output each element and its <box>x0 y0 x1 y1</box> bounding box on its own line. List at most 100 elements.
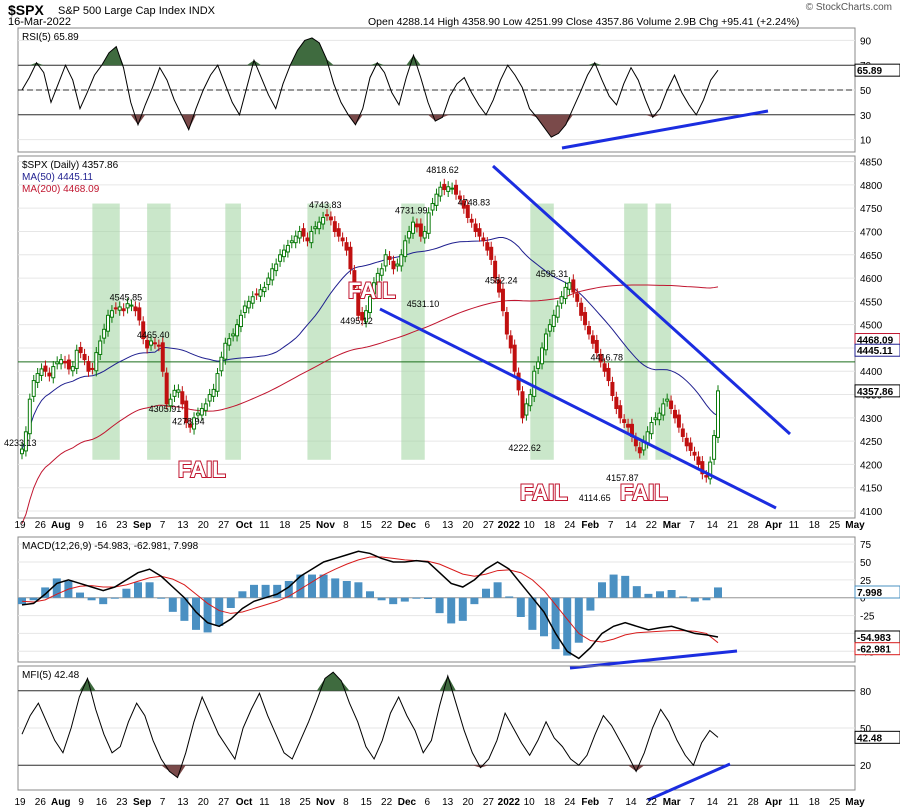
ma50-line <box>21 237 719 450</box>
candle-body <box>352 270 357 288</box>
candle-body <box>418 223 423 237</box>
price-annotation: 4416.78 <box>591 352 624 362</box>
x-tick-label: 24 <box>564 520 576 531</box>
candle-body <box>399 254 404 267</box>
x-tick-label: 14 <box>707 520 719 531</box>
candle-body <box>262 286 267 293</box>
macd-signal-tag-box <box>854 642 900 656</box>
candle-body <box>364 310 369 323</box>
macd-histogram-bar <box>400 597 409 602</box>
x-tick-label: 20 <box>198 520 210 531</box>
macd-histogram-bar <box>690 597 699 602</box>
candle-body <box>430 203 435 211</box>
x-tick-label: 7 <box>608 797 614 808</box>
macd-histogram-bar <box>250 584 258 598</box>
x-tick-label: 23 <box>116 797 128 808</box>
mfi-tag-box <box>854 730 900 744</box>
x-tick-label: 24 <box>564 797 576 808</box>
candle-body <box>156 344 161 347</box>
macd-histogram-bar <box>505 596 514 598</box>
x-tick-label: 20 <box>462 520 474 531</box>
candle-body <box>454 184 459 195</box>
candle-body <box>254 293 259 296</box>
rsi-tag-box <box>854 63 900 77</box>
candle-body <box>324 214 329 217</box>
candle-body <box>555 305 560 318</box>
x-tick-label: Oct <box>236 797 253 808</box>
candle-body <box>195 412 200 416</box>
macd-histogram-bar <box>261 584 270 598</box>
candle-body <box>43 365 48 372</box>
candle-body <box>473 223 478 232</box>
candle-body <box>137 307 142 321</box>
rsi-trendline <box>561 109 769 150</box>
macd-histogram-bar <box>516 597 525 617</box>
x-tick-label: 13 <box>442 797 454 808</box>
ma200-legend: MA(200) 4468.09 <box>22 184 100 195</box>
candle-body <box>125 303 130 309</box>
macd-histogram-bar <box>157 597 166 599</box>
candle-body <box>426 212 431 234</box>
candle-body <box>23 431 28 452</box>
x-tick-label: 27 <box>218 797 230 808</box>
highlight-zone <box>624 203 648 460</box>
candle-body <box>649 421 654 435</box>
candle-body <box>368 296 372 314</box>
ma50-tag: 4445.11 <box>857 346 893 357</box>
fail-label: FAIL <box>620 480 668 505</box>
price-tick-label: 4150 <box>860 484 883 495</box>
macd-histogram-bar <box>679 596 688 598</box>
candle-body <box>387 256 392 260</box>
candle-body <box>74 349 79 369</box>
macd-histogram-bar <box>609 574 618 598</box>
candle-body <box>109 310 114 318</box>
candle-body <box>250 296 255 304</box>
macd-histogram-bar <box>598 582 606 598</box>
candle-body <box>31 380 36 397</box>
x-tick-label: 20 <box>462 797 474 808</box>
candle-body <box>442 183 447 191</box>
x-tick-label: Feb <box>581 797 599 808</box>
chart-date: 16-Mar-2022 <box>8 16 71 28</box>
macd-histogram-bar <box>435 597 444 614</box>
candle-body <box>293 235 298 244</box>
candle-body <box>184 400 189 423</box>
candle-body <box>301 228 306 237</box>
candle-body <box>422 230 427 239</box>
macd-histogram-bar <box>238 591 247 598</box>
candle-body <box>98 340 103 355</box>
macd-histogram-bar <box>447 597 456 624</box>
candle-body <box>266 277 271 286</box>
candle-body <box>477 228 482 237</box>
candle-body <box>680 428 685 437</box>
candle-body <box>637 447 642 454</box>
x-tick-label: 7 <box>689 797 695 808</box>
x-tick-label: Sep <box>133 797 151 808</box>
rsi-tick-label: 90 <box>860 36 872 47</box>
price-annotation: 4233.13 <box>4 438 37 448</box>
candle-body <box>113 307 118 310</box>
macd-histogram-bar <box>632 586 641 598</box>
candle-body <box>583 312 588 326</box>
rsi-line <box>21 37 719 138</box>
candle-body <box>332 221 337 232</box>
macd-histogram-bar <box>702 597 711 601</box>
fail-label: FAIL <box>520 480 568 505</box>
candle-body <box>504 312 509 335</box>
candle-body <box>219 356 224 372</box>
ma200-line <box>21 284 719 524</box>
candle-body <box>313 226 318 230</box>
x-tick-label: 18 <box>809 797 821 808</box>
candle-body <box>465 204 470 218</box>
price-annotation: 4818.62 <box>426 165 459 175</box>
x-tick-label: Apr <box>765 520 782 531</box>
macd-tick-label: 75 <box>860 540 872 551</box>
candle-body <box>278 254 283 262</box>
candle-body <box>497 279 502 293</box>
macd-histogram-bar <box>667 590 676 598</box>
candle-body <box>457 195 462 200</box>
candle-body <box>383 254 388 267</box>
candle-body <box>172 389 177 397</box>
price-annotation: 4222.62 <box>508 443 541 453</box>
x-tick-label: 14 <box>707 797 719 808</box>
